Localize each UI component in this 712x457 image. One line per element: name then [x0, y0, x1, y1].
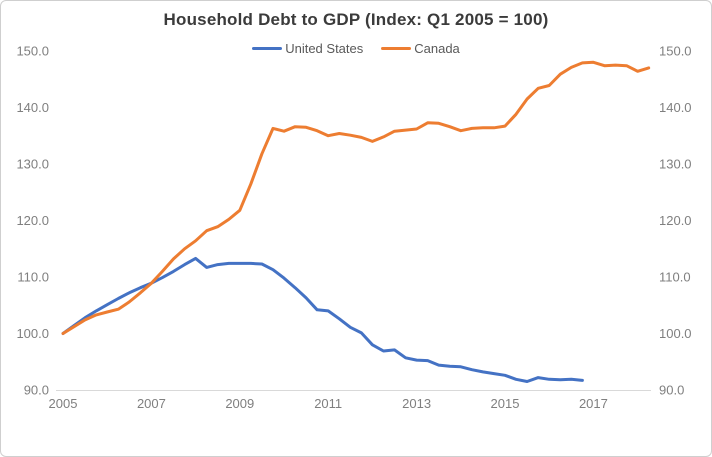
canada-line-swatch — [381, 47, 412, 50]
y-axis-label-right: 110.0 — [659, 270, 691, 285]
y-axis-label-right: 100.0 — [659, 326, 692, 341]
y-axis-label-left: 90.0 — [24, 383, 49, 398]
y-axis-label-right: 120.0 — [659, 213, 692, 228]
y-axis-label-left: 100.0 — [16, 326, 49, 341]
y-axis-label-right: 90.0 — [659, 383, 684, 398]
y-axis-label-left: 110.0 — [17, 270, 49, 285]
y-axis-label-right: 130.0 — [659, 157, 692, 172]
chart-title: Household Debt to GDP (Index: Q1 2005 = … — [163, 10, 549, 29]
x-axis-label: 2009 — [225, 396, 254, 411]
y-axis-label-right: 150.0 — [659, 44, 692, 59]
x-axis-label: 2005 — [49, 396, 78, 411]
y-axis-label-left: 140.0 — [16, 100, 49, 115]
x-axis-label: 2015 — [491, 396, 520, 411]
x-axis-label: 2017 — [579, 396, 608, 411]
legend-item-canada: Canada — [381, 41, 460, 56]
united-states-line-swatch — [252, 47, 283, 50]
legend-label-canada: Canada — [414, 41, 460, 56]
legend: United States Canada — [1, 41, 711, 56]
canada-line — [61, 60, 651, 335]
y-axis-label-left: 130.0 — [16, 157, 49, 172]
y-axis-label-left: 150.0 — [16, 44, 49, 59]
x-axis-label: 2013 — [402, 396, 431, 411]
y-axis-label-right: 140.0 — [659, 100, 692, 115]
legend-item-united-states: United States — [252, 41, 363, 56]
x-axis-label: 2007 — [137, 396, 166, 411]
x-axis-label: 2011 — [314, 396, 342, 411]
legend-label-united-states: United States — [285, 41, 364, 56]
united-states-line — [61, 256, 584, 383]
y-axis-label-left: 120.0 — [16, 213, 49, 228]
